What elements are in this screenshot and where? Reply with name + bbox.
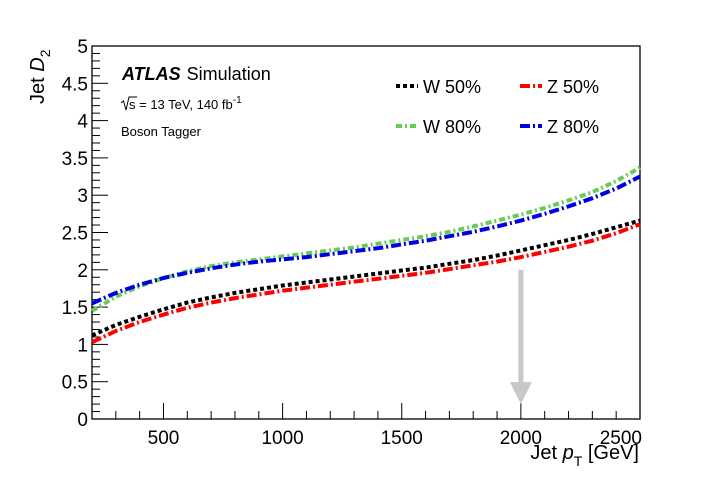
energy-label: s = 13 TeV, 140 fb-1 [120,95,242,112]
sqrt-symbol [120,96,137,111]
x-axis-title-unit: [GeV] [582,442,639,464]
y-tick-label: 4.5 [62,74,88,95]
y-tick-label: 3.5 [62,149,88,170]
y-tick-label: 1.5 [62,298,88,319]
atlas-status: Simulation [187,64,271,84]
x-tick-label: 1000 [261,428,303,449]
arrow-layer [509,269,532,405]
legend-label-w-50-: W 50% [423,77,481,97]
y-axis-title-main: Jet [27,72,49,104]
arrow-head [509,382,532,405]
y-tick-label: 0 [77,410,88,431]
series-line-w-80- [90,165,641,313]
x-tick-label: 2000 [500,428,542,449]
x-tick-label: 500 [148,428,180,449]
series-line-w-50- [91,218,641,338]
svg-text:s = 13 TeV, 140 fb-1: s = 13 TeV, 140 fb-1 [129,95,242,112]
legend: W 50% Z 50% W 80% Z 80% [396,77,599,137]
series-line-z-50- [91,222,641,345]
y-tick-label: 2 [77,261,88,282]
legend-label-z-50-: Z 50% [547,77,599,97]
x-tick-label: 2500 [600,428,642,449]
x-tick-label: 1500 [381,428,423,449]
legend-label-w-80-: W 80% [423,117,481,137]
series-line-z-80- [91,174,641,306]
y-axis-title-sub: 2 [37,49,53,57]
atlas-label: ATLAS Simulation [121,64,271,84]
y-tick-label: 0.5 [62,373,88,394]
y-axis: 0 0.5 1 1.5 2 2.5 3 3.5 4 4.5 5 [62,37,108,431]
y-axis-title-var: D [27,57,49,71]
tagger-label: Boson Tagger [121,124,202,139]
legend-label-z-80-: Z 80% [547,117,599,137]
x-axis-title-main: Jet [530,442,562,464]
x-axis-title: Jet pT [GeV] [530,442,639,469]
y-tick-label: 3 [77,186,88,207]
x-axis: 500 1000 1500 2000 2500 [91,403,642,449]
atlas-experiment: ATLAS [121,64,181,84]
energy-sup: -1 [233,95,242,106]
energy-sqrt-arg: s [129,97,136,112]
y-axis-title: Jet D2 [27,49,53,104]
x-axis-title-sub: T [574,453,583,469]
y-tick-label: 2.5 [62,224,88,245]
series-layer [90,165,641,345]
y-tick-label: 5 [77,37,88,58]
y-tick-label: 1 [77,335,88,356]
y-tick-label: 4 [77,112,88,133]
x-axis-title-var: p [562,442,574,464]
energy-text: = 13 TeV, 140 fb [136,97,233,112]
